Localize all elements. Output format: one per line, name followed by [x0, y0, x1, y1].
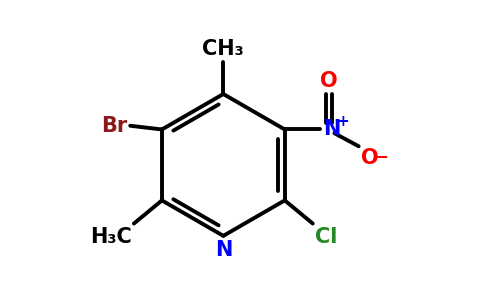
- Text: −: −: [374, 147, 388, 165]
- Text: Cl: Cl: [315, 227, 337, 247]
- Text: H₃C: H₃C: [90, 227, 132, 247]
- Text: Br: Br: [101, 116, 127, 136]
- Text: N: N: [323, 119, 341, 140]
- Text: +: +: [337, 114, 349, 129]
- Text: N: N: [214, 240, 232, 260]
- Text: CH₃: CH₃: [202, 39, 244, 59]
- Text: O: O: [361, 148, 378, 168]
- Text: O: O: [320, 71, 338, 91]
